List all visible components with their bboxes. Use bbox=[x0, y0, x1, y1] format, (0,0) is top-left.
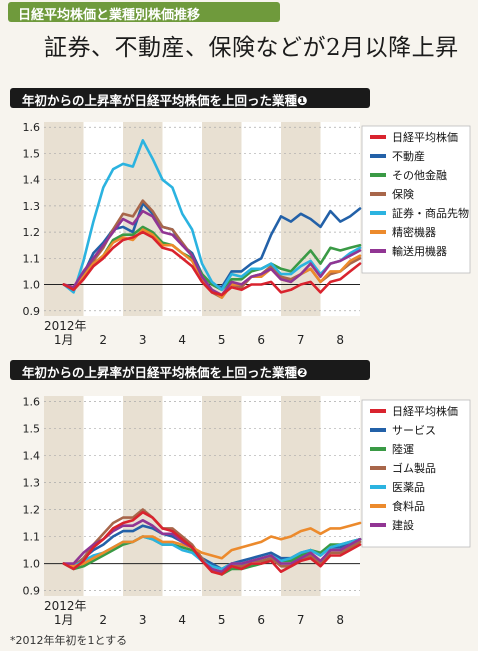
x-tick-label: 5 bbox=[218, 333, 226, 347]
y-tick-label: 1.5 bbox=[23, 147, 41, 160]
legend-swatch-food bbox=[370, 504, 386, 508]
legend-swatch-nikkei bbox=[370, 135, 386, 139]
x-tick-label: 2 bbox=[99, 333, 107, 347]
x-tick-label: 8 bbox=[336, 333, 344, 347]
legend-label: 医薬品 bbox=[392, 481, 425, 494]
legend-swatch-realestate bbox=[370, 154, 386, 158]
x-tick-label: 1月 bbox=[54, 333, 74, 347]
chart-2: 1.6 1.5 1.4 1.3 1.2 1.1 1.0 0.9 1月 2 3 4 5 6 7 8 2012年 日経… bbox=[23, 395, 471, 627]
legend-swatch-insurance bbox=[370, 192, 386, 196]
x-tick-label: 5 bbox=[218, 613, 226, 627]
chart-1: 1.6 1.5 1.4 1.3 1.2 1.1 1.0 0.9 1月 2 3 4 5 6 7 8 2012年 日経… bbox=[23, 121, 471, 347]
y-tick-label: 1.2 bbox=[23, 226, 41, 239]
y-tick-label: 1.4 bbox=[23, 449, 41, 462]
legend-swatch-services bbox=[370, 428, 386, 432]
legend-label: その他金融 bbox=[392, 168, 447, 182]
year-label: 2012年 bbox=[44, 599, 87, 613]
legend-label: 不動産 bbox=[392, 149, 425, 163]
x-tick-label: 7 bbox=[297, 613, 305, 627]
legend-swatch-rubber bbox=[370, 466, 386, 470]
year-label: 2012年 bbox=[44, 319, 87, 333]
x-tick-label: 8 bbox=[336, 613, 344, 627]
legend-swatch-precision bbox=[370, 230, 386, 234]
y-tick-label: 1.1 bbox=[23, 252, 41, 265]
x-tick-label: 7 bbox=[297, 333, 305, 347]
x-tick-label: 1月 bbox=[54, 613, 74, 627]
legend-label: 建設 bbox=[392, 518, 414, 532]
chart-2-title-bar: 年初からの上昇率が日経平均株価を上回った業種❷ bbox=[10, 360, 370, 380]
x-tick-label: 6 bbox=[257, 613, 265, 627]
x-tick-label: 4 bbox=[178, 333, 186, 347]
y-tick-label: 1.2 bbox=[23, 504, 41, 517]
legend-label: サービス bbox=[392, 424, 436, 437]
y-tick-label: 1.4 bbox=[23, 174, 41, 187]
y-tick-label: 1.6 bbox=[23, 121, 41, 134]
legend-label: 食料品 bbox=[392, 499, 425, 513]
section-banner: 日経平均株価と業種別株価推移 bbox=[8, 2, 280, 23]
legend-swatch-nikkei bbox=[370, 409, 386, 413]
legend-label: ゴム製品 bbox=[392, 461, 436, 475]
legend-swatch-landtransport bbox=[370, 447, 386, 451]
series-line-nikkei bbox=[62, 510, 362, 576]
legend-label: 日経平均株価 bbox=[392, 404, 458, 418]
legend-swatch-construction bbox=[370, 523, 386, 527]
x-tick-label: 2 bbox=[99, 613, 107, 627]
legend-swatch-securities bbox=[370, 211, 386, 215]
x-tick-label: 3 bbox=[139, 613, 147, 627]
legend-swatch-otherfin bbox=[370, 173, 386, 177]
legend-label: 輸送用機器 bbox=[392, 244, 447, 258]
legend-label: 証券・商品先物 bbox=[392, 206, 469, 220]
footnote: *2012年年初を1とする bbox=[10, 634, 128, 647]
x-tick-label: 4 bbox=[178, 613, 186, 627]
legend-label: 保険 bbox=[392, 187, 414, 201]
banner-text: 日経平均株価と業種別株価推移 bbox=[18, 8, 201, 23]
series-line-food bbox=[62, 521, 362, 568]
y-tick-label: 1.1 bbox=[23, 531, 41, 544]
y-tick-label: 1.3 bbox=[23, 200, 41, 213]
legend-label: 日経平均株価 bbox=[392, 130, 458, 144]
legend-label: 精密機器 bbox=[392, 225, 436, 239]
series-line-transport bbox=[62, 209, 362, 297]
y-tick-label: 0.9 bbox=[23, 305, 41, 318]
y-tick-label: 1.0 bbox=[23, 279, 41, 292]
y-tick-label: 1.3 bbox=[23, 476, 41, 489]
x-tick-label: 6 bbox=[257, 333, 265, 347]
y-tick-label: 0.9 bbox=[23, 585, 41, 598]
legend-swatch-transport bbox=[370, 249, 386, 253]
legend-label: 陸運 bbox=[392, 443, 414, 456]
series-line-securities bbox=[62, 139, 362, 294]
legend-box bbox=[361, 399, 471, 548]
y-tick-label: 1.6 bbox=[23, 395, 41, 408]
x-tick-label: 3 bbox=[139, 333, 147, 347]
series-line-construction bbox=[62, 519, 362, 573]
legend-swatch-pharma bbox=[370, 485, 386, 489]
chart-1-title: 年初からの上昇率が日経平均株価を上回った業種❶ bbox=[22, 93, 308, 108]
y-tick-label: 1.5 bbox=[23, 422, 41, 435]
legend-box bbox=[361, 125, 471, 274]
y-tick-label: 1.0 bbox=[23, 558, 41, 571]
series-line-nikkei bbox=[62, 230, 362, 297]
series-line-otherfin bbox=[62, 225, 362, 292]
chart-2-title: 年初からの上昇率が日経平均株価を上回った業種❷ bbox=[22, 365, 308, 380]
headline: 証券、不動産、保険などが2月以降上昇 bbox=[44, 35, 459, 61]
chart-1-title-bar: 年初からの上昇率が日経平均株価を上回った業種❶ bbox=[10, 88, 370, 108]
month-band bbox=[123, 396, 163, 596]
